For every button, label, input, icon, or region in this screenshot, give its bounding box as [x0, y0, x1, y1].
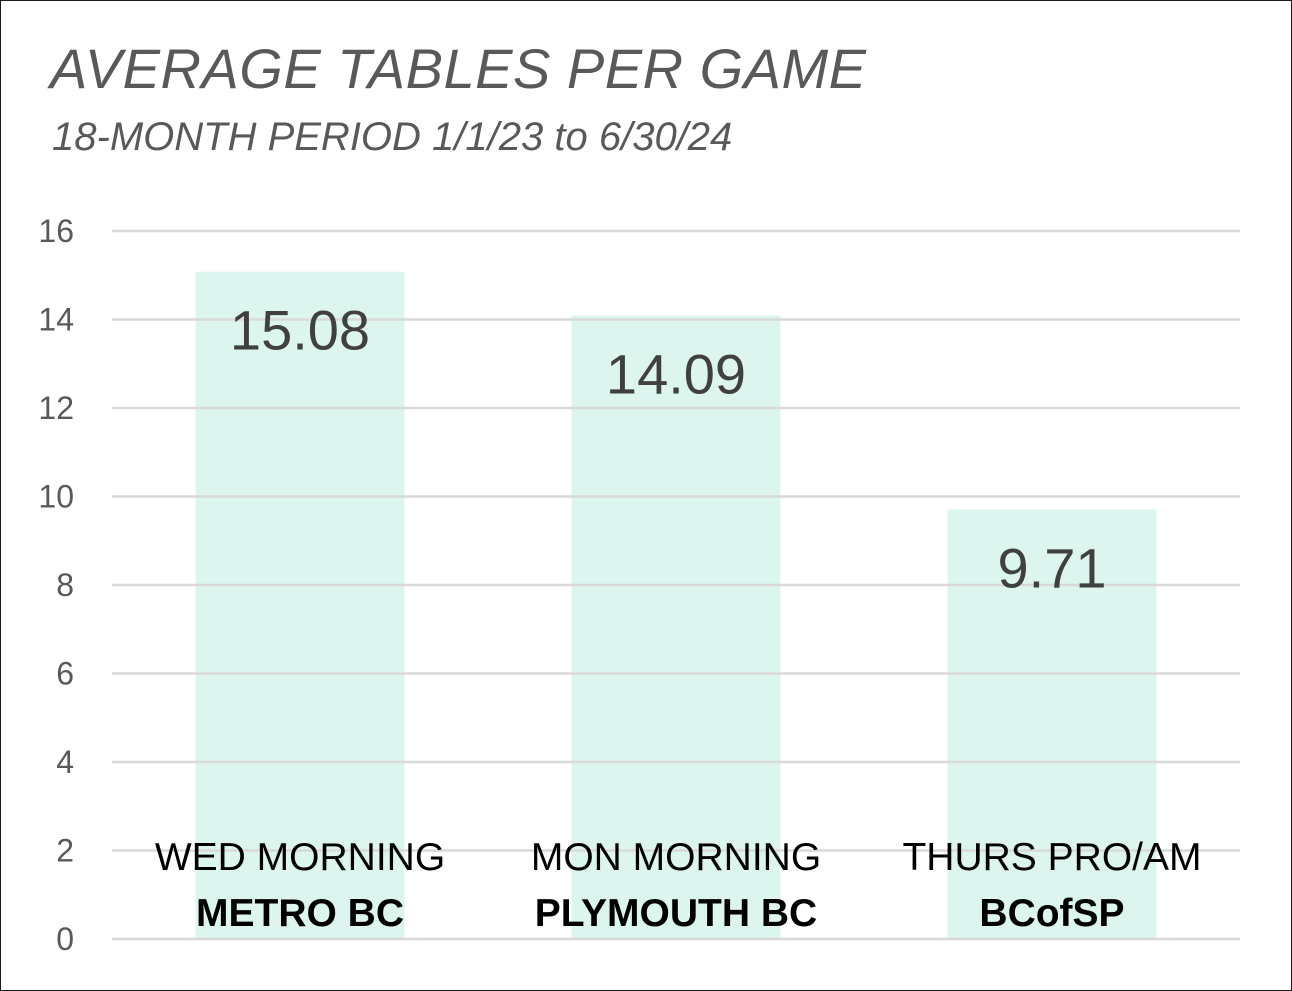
category-label-line2: BCofSP [979, 892, 1124, 935]
category-label-line1: MON MORNING [531, 836, 821, 879]
y-tick-label: 2 [56, 833, 74, 869]
bar-1 [195, 271, 405, 940]
y-tick-label: 6 [56, 656, 74, 692]
chart-subtitle: 18-MONTH PERIOD 1/1/23 to 6/30/24 [52, 115, 733, 159]
data-label: 14.09 [606, 343, 746, 406]
category-label-line2: METRO BC [196, 892, 404, 935]
y-tick-label: 0 [56, 921, 74, 957]
y-tick-label: 12 [38, 390, 74, 426]
category-label-line1: THURS PRO/AM [902, 836, 1201, 879]
bar-3 [947, 509, 1157, 939]
y-tick-label: 14 [38, 302, 74, 338]
chart-title: AVERAGE TABLES PER GAME [50, 37, 867, 100]
y-tick-label: 10 [38, 479, 74, 515]
data-label: 15.08 [230, 299, 370, 362]
y-tick-label: 8 [56, 567, 74, 603]
y-tick-label: 4 [56, 744, 74, 780]
category-label-line1: WED MORNING [155, 836, 445, 879]
y-tick-label: 16 [38, 213, 74, 249]
category-label-line2: PLYMOUTH BC [535, 892, 817, 935]
data-label: 9.71 [998, 536, 1107, 599]
bar-2 [571, 315, 781, 940]
